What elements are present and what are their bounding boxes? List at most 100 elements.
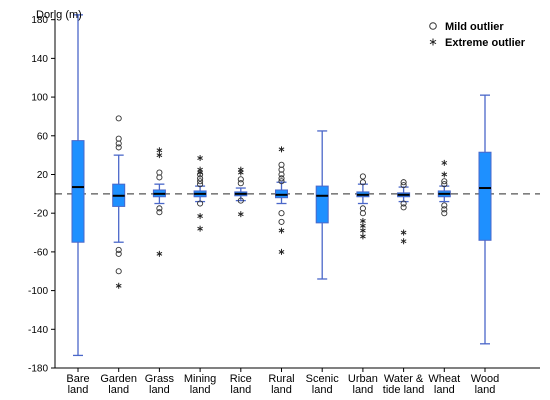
- extreme-outlier: [115, 282, 122, 289]
- legend-star-icon: [429, 38, 437, 46]
- y-tick-label: 60: [37, 131, 49, 142]
- extreme-outlier: [278, 248, 285, 255]
- x-category-label: Wheat: [428, 373, 460, 385]
- x-category-label: land: [190, 384, 211, 396]
- mild-outlier: [441, 210, 448, 217]
- mild-outlier: [441, 206, 448, 213]
- box-wheat-land: [437, 159, 451, 217]
- y-tick-label: 20: [37, 170, 49, 181]
- extreme-outlier: [441, 159, 448, 166]
- mild-outlier: [237, 176, 244, 183]
- mild-outlier: [278, 210, 285, 217]
- mild-outlier: [441, 202, 448, 209]
- x-category-label: Water &: [384, 373, 424, 385]
- legend-circle-icon: [429, 22, 437, 30]
- x-category-label: land: [312, 384, 333, 396]
- box-mining-land: [193, 155, 207, 232]
- mild-outlier: [156, 174, 163, 181]
- mild-outlier: [400, 182, 407, 189]
- extreme-outlier: [237, 169, 244, 176]
- extreme-outlier: [278, 146, 285, 153]
- extreme-outlier: [197, 213, 203, 220]
- mild-outlier: [115, 115, 122, 122]
- x-category-label: Bare: [66, 373, 89, 385]
- box-rice-land: [234, 166, 248, 218]
- x-category-label: land: [434, 384, 455, 396]
- mild-outlier: [278, 171, 285, 178]
- y-axis-label: Dorig (m): [36, 9, 82, 21]
- x-category-label: land: [271, 384, 292, 396]
- mild-outlier: [400, 179, 407, 186]
- mild-outlier: [359, 179, 366, 186]
- x-category-label: Rural: [268, 373, 294, 385]
- extreme-outlier: [197, 155, 203, 162]
- legend: Mild outlier Extreme outlier: [429, 21, 526, 49]
- mild-outlier: [197, 178, 204, 185]
- x-category-label: Rice: [230, 373, 252, 385]
- box-scenic-land: [315, 130, 329, 280]
- extreme-outlier: [156, 152, 163, 159]
- extreme-outlier: [400, 238, 407, 245]
- extreme-outlier: [360, 227, 366, 234]
- mild-outlier: [197, 181, 204, 188]
- box-grass-land: [152, 147, 166, 257]
- mild-outlier: [115, 250, 122, 257]
- mild-outlier: [278, 175, 285, 182]
- extreme-outlier: [360, 233, 366, 240]
- mild-outlier: [115, 268, 122, 275]
- mild-outlier: [278, 218, 285, 225]
- x-category-label: land: [230, 384, 251, 396]
- legend-label: Mild outlier: [445, 21, 504, 33]
- mild-outlier: [156, 205, 163, 212]
- mild-outlier: [115, 140, 122, 147]
- x-category-label: land: [475, 384, 496, 396]
- x-category-label: Grass: [145, 373, 175, 385]
- y-tick-label: -60: [34, 247, 49, 258]
- mild-outlier: [237, 180, 244, 187]
- legend-label: Extreme outlier: [445, 37, 526, 49]
- x-category-label: land: [353, 384, 374, 396]
- mild-outlier: [359, 173, 366, 180]
- y-tick-label: 140: [31, 54, 48, 65]
- y-tick-label: -140: [28, 325, 48, 336]
- x-category-label: Wood: [471, 373, 500, 385]
- x-category-label: land: [149, 384, 170, 396]
- extreme-outlier: [278, 227, 285, 234]
- x-category-label: Mining: [184, 373, 216, 385]
- box-wood-land: [478, 94, 492, 345]
- extreme-outlier: [400, 229, 407, 236]
- x-category-label: land: [108, 384, 129, 396]
- y-tick-label: -180: [28, 364, 48, 375]
- y-tick-label: -20: [34, 209, 49, 220]
- extreme-outlier: [197, 225, 203, 232]
- mild-outlier: [115, 144, 122, 151]
- extreme-outlier: [156, 250, 163, 257]
- box-iqr: [315, 185, 329, 224]
- mild-outlier: [115, 246, 122, 254]
- x-category-label: Scenic: [306, 373, 340, 385]
- x-category-label: tide land: [383, 384, 425, 396]
- box-bare-land: [71, 14, 85, 357]
- extreme-outlier: [237, 211, 244, 218]
- y-tick-label: -100: [28, 286, 48, 297]
- mild-outlier: [156, 209, 163, 216]
- axes-layer: 1801401006020-20-60-100-140-180BarelandG…: [28, 10, 540, 396]
- mild-outlier: [441, 181, 448, 188]
- box-water-tide-land: [397, 179, 411, 245]
- mild-outlier: [400, 204, 407, 211]
- mild-outlier: [359, 210, 366, 217]
- x-category-label: Garden: [100, 373, 137, 385]
- extreme-outlier: [441, 171, 448, 178]
- box-rural-land: [275, 146, 288, 255]
- x-category-label: land: [68, 384, 89, 396]
- mild-outlier: [237, 197, 244, 204]
- x-category-label: Urban: [348, 373, 378, 385]
- y-tick-label: 180: [31, 15, 48, 26]
- mild-outlier: [197, 200, 204, 207]
- mild-outlier: [400, 200, 407, 207]
- box-iqr: [71, 140, 85, 243]
- mild-outlier: [278, 178, 285, 185]
- y-tick-label: 100: [31, 93, 48, 104]
